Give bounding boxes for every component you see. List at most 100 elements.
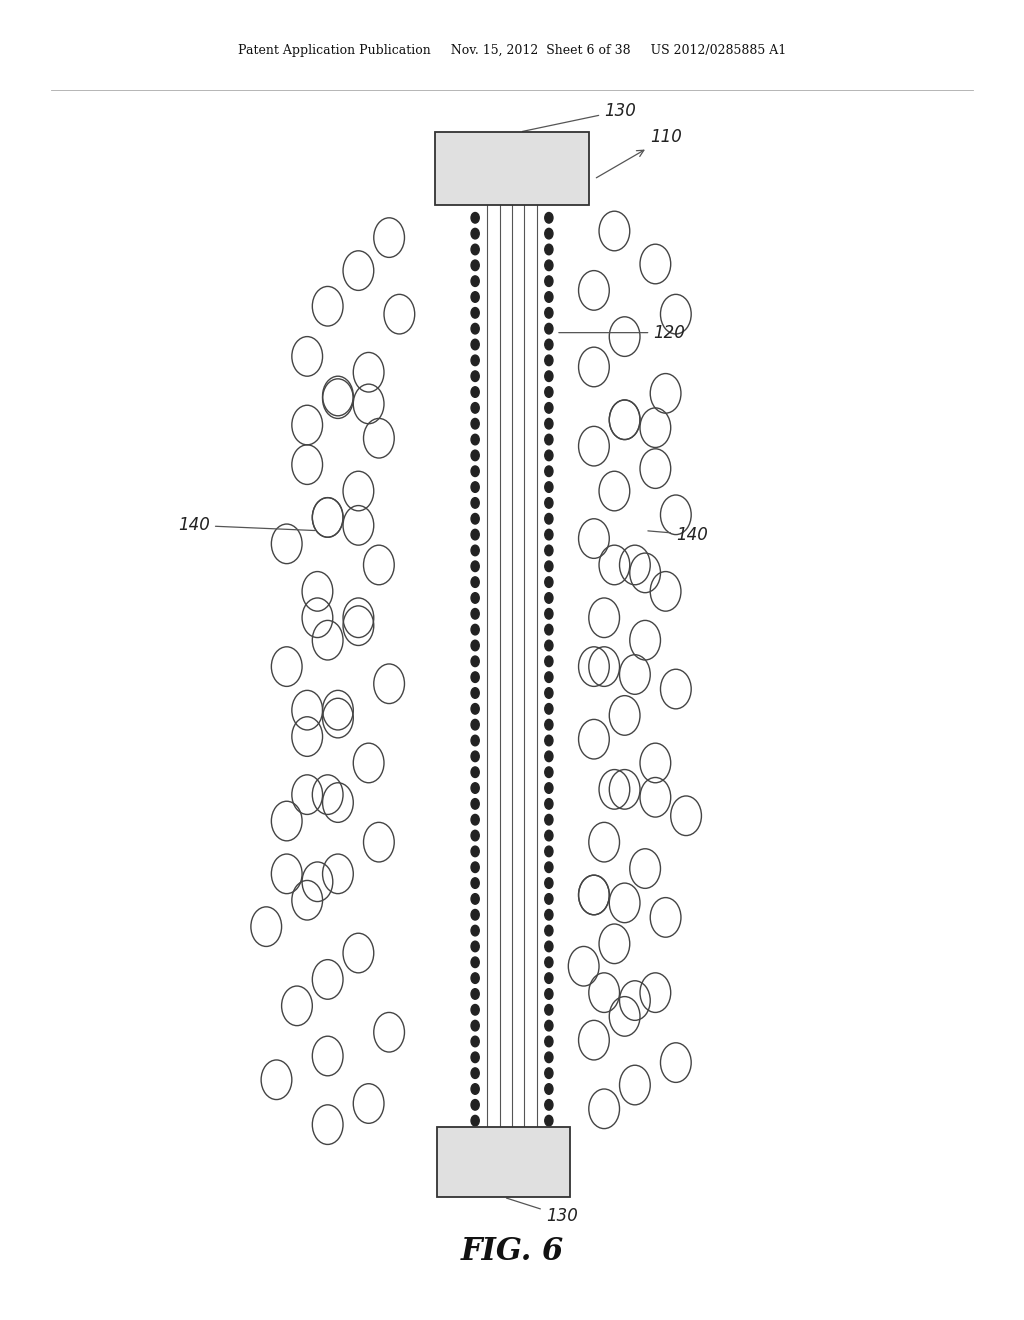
Circle shape [545,1036,553,1047]
Circle shape [545,1131,553,1142]
Circle shape [471,403,479,413]
Circle shape [471,323,479,334]
Circle shape [471,672,479,682]
Circle shape [471,1115,479,1126]
Text: 140: 140 [648,525,708,544]
Circle shape [545,862,553,873]
Circle shape [545,624,553,635]
Circle shape [545,228,553,239]
Circle shape [471,577,479,587]
Circle shape [471,1131,479,1142]
Circle shape [471,862,479,873]
Circle shape [471,783,479,793]
Circle shape [545,498,553,508]
Circle shape [471,339,479,350]
Circle shape [545,672,553,682]
Circle shape [545,814,553,825]
Circle shape [545,656,553,667]
Circle shape [545,339,553,350]
Circle shape [471,878,479,888]
Circle shape [545,434,553,445]
Circle shape [471,846,479,857]
Circle shape [545,751,553,762]
Circle shape [471,941,479,952]
Circle shape [545,767,553,777]
Circle shape [545,957,553,968]
Circle shape [545,466,553,477]
Circle shape [471,292,479,302]
Circle shape [545,260,553,271]
Circle shape [545,735,553,746]
Circle shape [471,656,479,667]
Circle shape [471,1036,479,1047]
Circle shape [471,973,479,983]
Bar [437,1127,570,1197]
Circle shape [471,561,479,572]
Circle shape [545,941,553,952]
Circle shape [545,292,553,302]
Circle shape [545,783,553,793]
Circle shape [471,767,479,777]
Circle shape [471,1005,479,1015]
Circle shape [545,973,553,983]
Circle shape [545,213,553,223]
Circle shape [545,925,553,936]
Circle shape [471,1020,479,1031]
Circle shape [471,387,479,397]
Circle shape [545,276,553,286]
Circle shape [545,450,553,461]
Circle shape [545,609,553,619]
Text: Patent Application Publication     Nov. 15, 2012  Sheet 6 of 38     US 2012/0285: Patent Application Publication Nov. 15, … [238,44,786,57]
Circle shape [471,1068,479,1078]
Circle shape [545,640,553,651]
Circle shape [471,260,479,271]
Circle shape [471,957,479,968]
Circle shape [471,355,479,366]
Circle shape [471,909,479,920]
Circle shape [545,688,553,698]
Circle shape [471,799,479,809]
Circle shape [471,735,479,746]
Circle shape [471,434,479,445]
Circle shape [471,498,479,508]
Circle shape [545,1052,553,1063]
Circle shape [545,846,553,857]
Circle shape [471,1100,479,1110]
Circle shape [471,1147,479,1158]
Circle shape [545,830,553,841]
Circle shape [471,989,479,999]
Circle shape [471,244,479,255]
Circle shape [471,482,479,492]
Circle shape [471,704,479,714]
Circle shape [545,1115,553,1126]
Circle shape [471,751,479,762]
Circle shape [471,609,479,619]
Bar [435,132,589,205]
Circle shape [545,482,553,492]
Circle shape [545,418,553,429]
Circle shape [545,308,553,318]
Circle shape [545,1020,553,1031]
Circle shape [471,719,479,730]
Circle shape [471,450,479,461]
Text: 130: 130 [522,102,636,132]
Circle shape [545,1084,553,1094]
Circle shape [471,276,479,286]
Circle shape [545,593,553,603]
Circle shape [545,1005,553,1015]
Text: 110: 110 [596,128,682,178]
Circle shape [471,228,479,239]
Circle shape [545,577,553,587]
Circle shape [471,688,479,698]
Circle shape [471,466,479,477]
Circle shape [545,529,553,540]
Circle shape [471,418,479,429]
Circle shape [471,624,479,635]
Circle shape [471,371,479,381]
Circle shape [545,323,553,334]
Circle shape [545,371,553,381]
Circle shape [471,894,479,904]
Circle shape [545,545,553,556]
Circle shape [471,308,479,318]
Circle shape [471,814,479,825]
